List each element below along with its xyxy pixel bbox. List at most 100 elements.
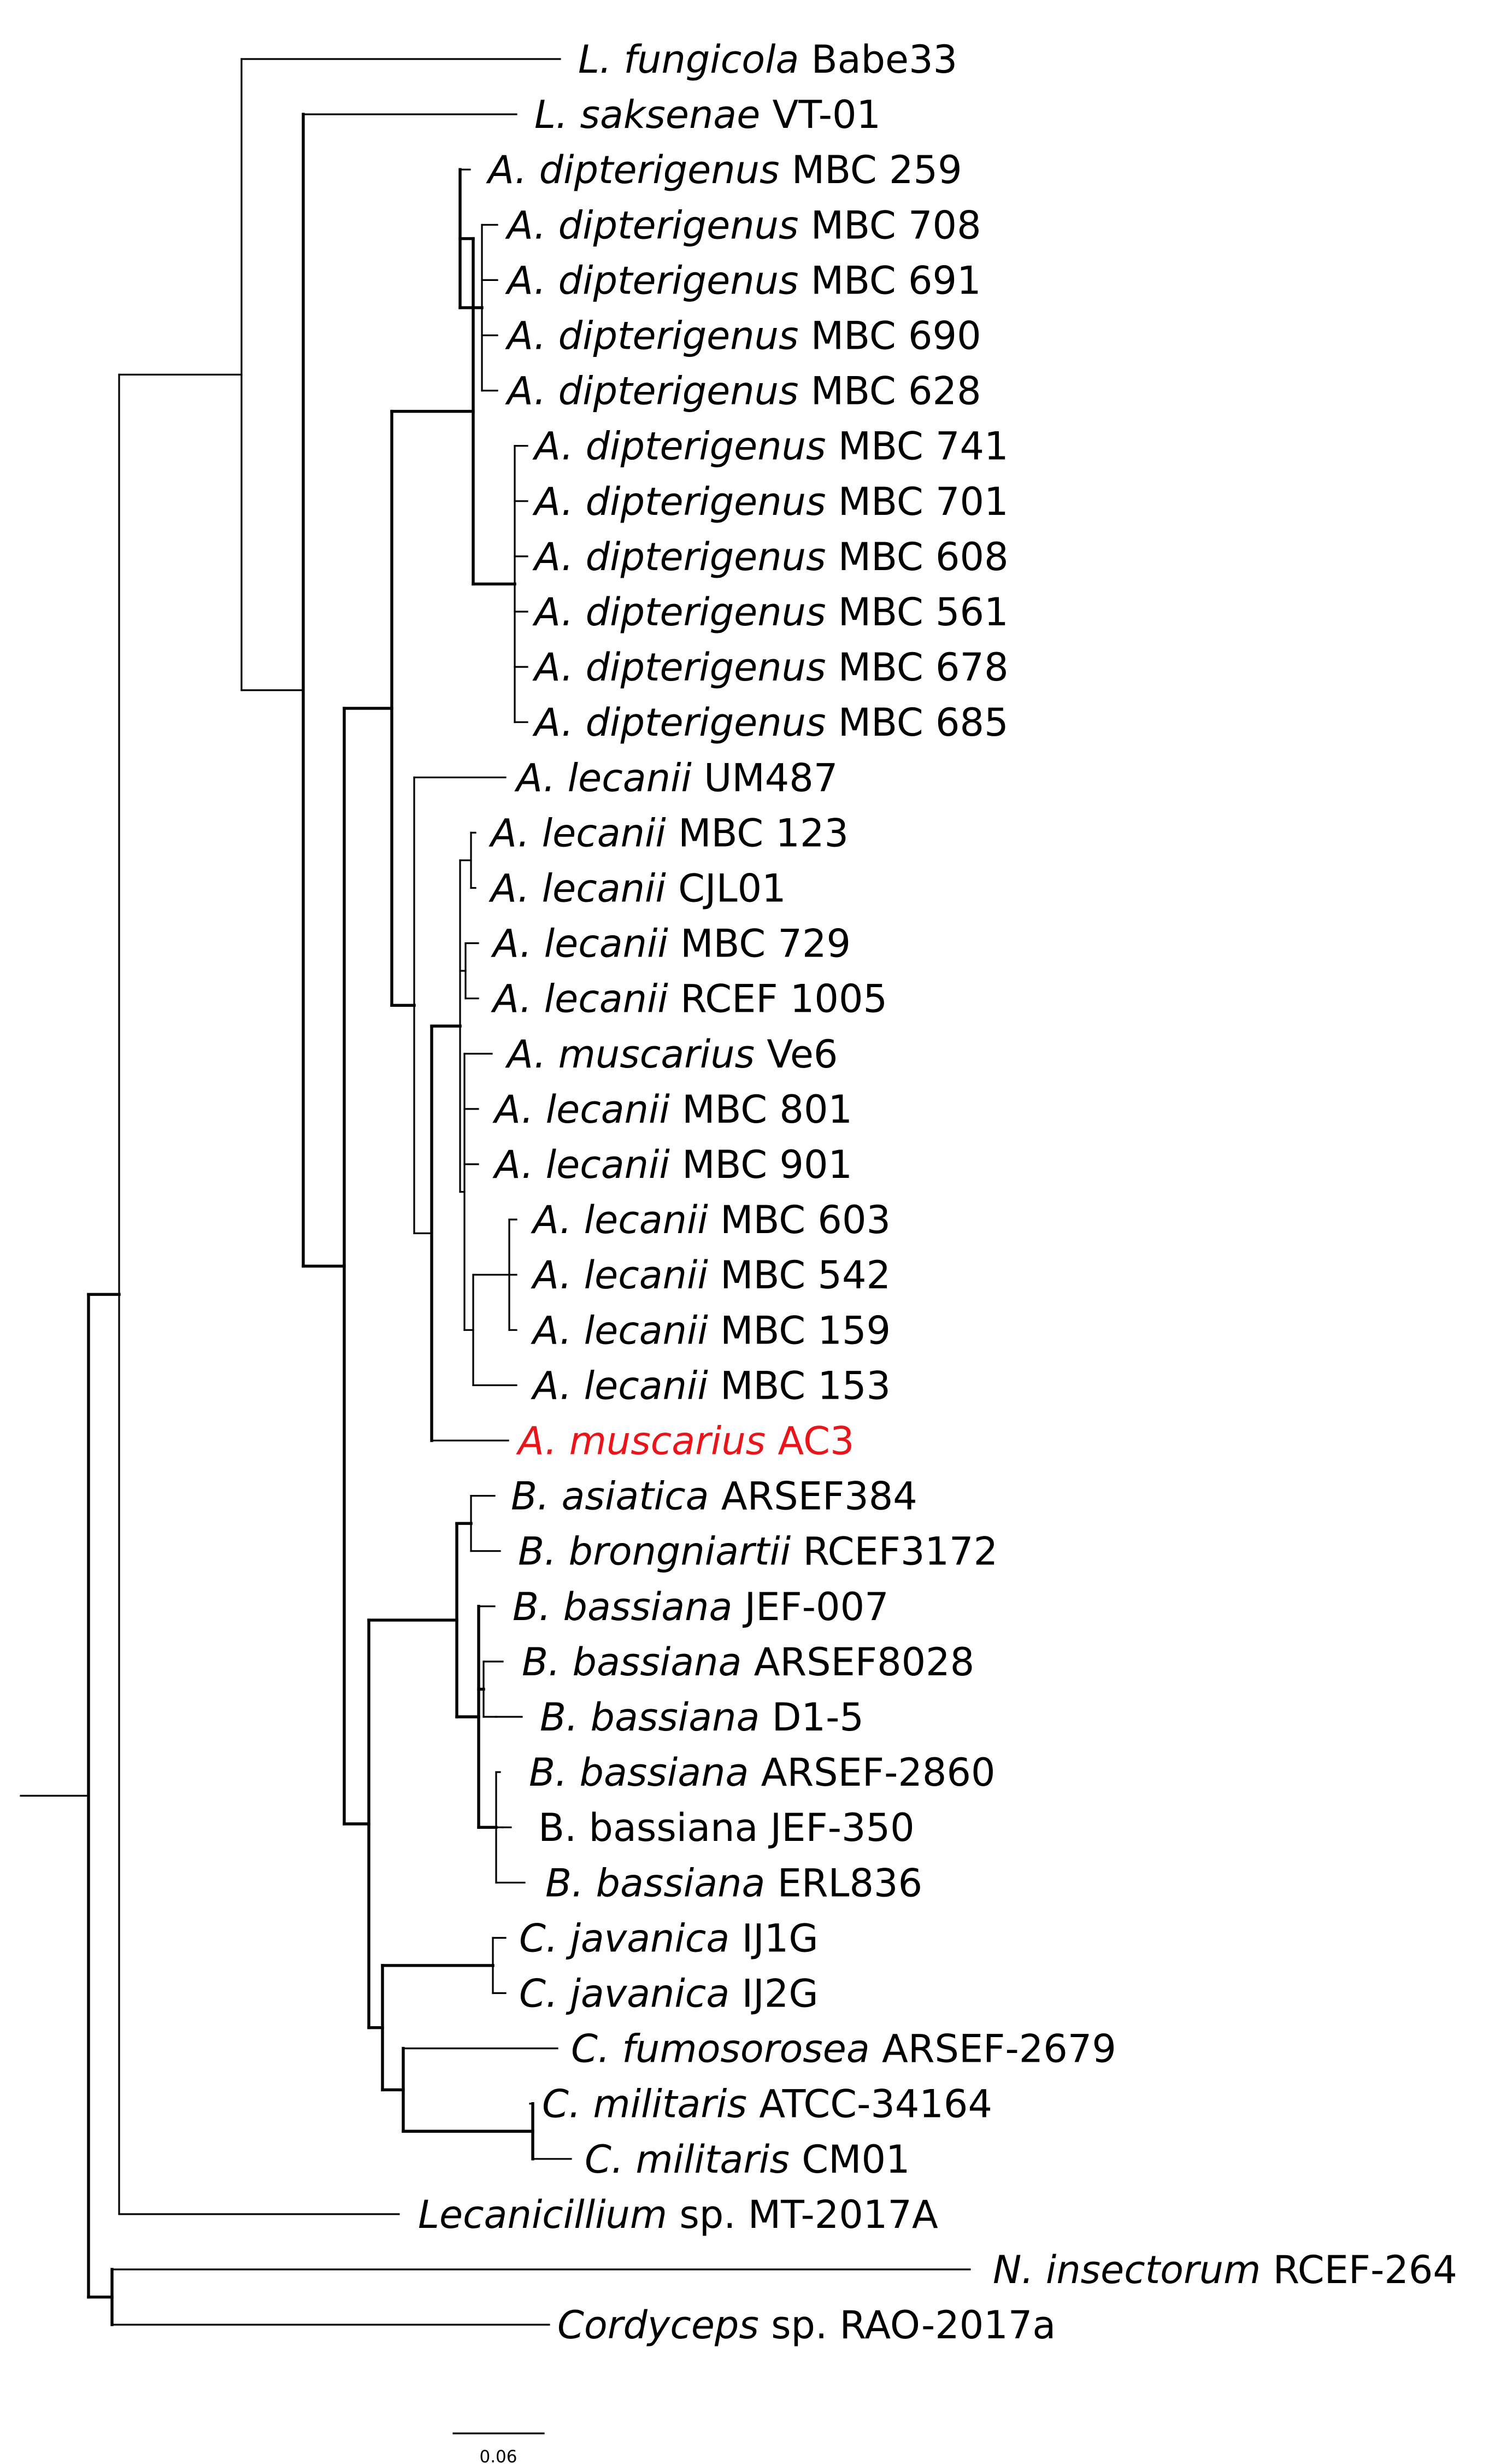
taxon-strain: MBC 691	[798, 258, 981, 303]
taxon-strain: MBC 259	[779, 148, 962, 192]
taxon-strain: JEF-350	[758, 1805, 914, 1850]
taxon-genus: B. bassiana	[540, 1695, 760, 1740]
taxon-genus: C. militaris	[542, 2082, 747, 2127]
taxon-genus: A. dipterigenus	[532, 535, 826, 579]
taxon-strain: MBC 901	[670, 1142, 852, 1187]
taxon-label: C. militaris CM01	[585, 2137, 910, 2182]
taxon-genus: A. lecanii	[491, 977, 668, 1022]
taxon-label: A. dipterigenus MBC 561	[532, 590, 1009, 635]
taxon-genus: A. lecanii	[488, 811, 666, 855]
taxon-strain: MBC 153	[708, 1363, 891, 1408]
taxon-genus: C. javanica	[519, 1916, 729, 1961]
taxon-genus: L. saksenae	[534, 92, 760, 137]
taxon-strain: MBC 628	[798, 369, 981, 414]
taxon-genus: A. dipterigenus	[532, 479, 826, 524]
taxon-genus: B. brongniartii	[518, 1529, 791, 1574]
taxon-genus: A. lecanii	[491, 922, 668, 966]
taxon-label: A. lecanii MBC 801	[492, 1087, 852, 1132]
taxon-genus: A. lecanii	[492, 1142, 670, 1187]
taxon-strain: MBC 701	[826, 479, 1008, 524]
taxon-label: A. dipterigenus MBC 259	[486, 148, 962, 192]
taxon-label: B. asiatica ARSEF384	[511, 1474, 917, 1519]
taxon-genus: A. lecanii	[531, 1198, 708, 1242]
taxon-genus: A. dipterigenus	[532, 424, 826, 469]
taxon-strain: ARSEF-2679	[870, 2027, 1116, 2072]
taxon-label: A. dipterigenus MBC 691	[505, 258, 981, 303]
taxon-genus: A. dipterigenus	[532, 700, 826, 745]
taxon-label: A. lecanii MBC 153	[531, 1363, 891, 1408]
taxon-genus: B. bassiana	[513, 1585, 732, 1629]
taxon-label: A. lecanii RCEF 1005	[491, 977, 887, 1022]
taxon-labels: L. fungicola Babe33 L. saksenae VT-01 A. d…	[418, 37, 1457, 2348]
taxon-genus: B. bassiana	[522, 1640, 741, 1685]
taxon-label: A. dipterigenus MBC 678	[532, 645, 1009, 690]
taxon-genus: A. lecanii	[492, 1087, 670, 1132]
taxon-strain: Babe33	[799, 37, 957, 82]
taxon-genus: A. muscarius	[516, 1419, 766, 1464]
taxon-genus: Lecanicillium	[418, 2192, 667, 2237]
taxon-genus: A. lecanii	[531, 1253, 708, 1298]
taxon-genus: C. javanica	[519, 1972, 729, 2016]
taxon-label: B. brongniartii RCEF3172	[518, 1529, 998, 1574]
taxon-label: A. dipterigenus MBC 685	[532, 700, 1009, 745]
taxon-label: C. militaris ATCC-34164	[542, 2082, 992, 2127]
taxon-strain: sp. MT-2017A	[667, 2192, 938, 2237]
taxon-strain: MBC 729	[668, 922, 851, 966]
taxon-strain: VT-01	[760, 92, 881, 137]
taxon-label: N. insectorum RCEF-264	[993, 2248, 1457, 2292]
taxon-genus: N. insectorum	[993, 2248, 1261, 2292]
taxon-strain: MBC 678	[826, 645, 1008, 690]
taxon-strain: MBC 603	[708, 1198, 891, 1242]
taxon-label: B. bassiana D1-5	[540, 1695, 864, 1740]
taxon-strain: CJL01	[666, 866, 786, 911]
taxon-label: C. javanica IJ1G	[519, 1916, 819, 1961]
taxon-label: A. muscarius AC3	[516, 1419, 854, 1464]
taxon-label: A. lecanii CJL01	[488, 866, 786, 911]
taxon-strain: MBC 801	[670, 1087, 852, 1132]
taxon-label: A. dipterigenus MBC 701	[532, 479, 1009, 524]
taxon-strain: IJ2G	[729, 1972, 818, 2016]
taxon-label: A. lecanii MBC 729	[491, 922, 851, 966]
taxon-label: C. fumosorosea ARSEF-2679	[571, 2027, 1116, 2072]
taxon-genus: A. muscarius	[505, 1032, 755, 1077]
taxon-genus: B. bassiana	[529, 1750, 749, 1795]
taxon-strain: D1-5	[760, 1695, 863, 1740]
taxon-strain: MBC 159	[708, 1308, 891, 1353]
taxon-genus: A. lecanii	[531, 1308, 708, 1353]
taxon-genus: C. militaris	[585, 2137, 790, 2182]
taxon-genus: A. dipterigenus	[505, 258, 798, 303]
taxon-label: B. bassiana JEF-007	[513, 1585, 889, 1629]
taxon-genus: L. fungicola	[578, 37, 799, 82]
taxon-strain: ARSEF384	[709, 1474, 917, 1519]
taxon-label: A. dipterigenus MBC 628	[505, 369, 981, 414]
taxon-strain: IJ1G	[729, 1916, 818, 1961]
taxon-label: A. dipterigenus MBC 708	[505, 203, 981, 248]
taxon-label: A. lecanii MBC 159	[531, 1308, 891, 1353]
taxon-genus: A. dipterigenus	[532, 645, 826, 690]
taxon-label: L. fungicola Babe33	[578, 37, 957, 82]
taxon-label: B. bassiana ARSEF8028	[522, 1640, 974, 1685]
taxon-strain: MBC 561	[826, 590, 1008, 635]
taxon-label: A. lecanii MBC 901	[492, 1142, 852, 1187]
taxon-strain: ERL836	[765, 1861, 922, 1905]
taxon-strain: MBC 542	[708, 1253, 891, 1298]
taxon-label: B. bassiana ERL836	[545, 1861, 922, 1905]
taxon-genus: B. asiatica	[511, 1474, 709, 1519]
taxon-label: B. bassiana ARSEF-2860	[529, 1750, 996, 1795]
taxon-label: A. dipterigenus MBC 690	[505, 314, 981, 359]
taxon-strain: Ve6	[755, 1032, 838, 1077]
taxon-label: A. lecanii MBC 123	[488, 811, 849, 855]
taxon-genus: A. lecanii	[531, 1363, 708, 1408]
taxon-label: C. javanica IJ2G	[519, 1972, 819, 2016]
taxon-genus: A. dipterigenus	[505, 203, 798, 248]
taxon-strain: ARSEF-2860	[749, 1750, 995, 1795]
taxon-strain: ATCC-34164	[747, 2082, 992, 2127]
taxon-label: B. bassiana JEF-350	[538, 1805, 915, 1850]
taxon-strain: MBC 685	[826, 700, 1008, 745]
taxon-label: A. lecanii UM487	[514, 755, 838, 800]
taxon-genus: A. lecanii	[488, 866, 666, 911]
taxon-label: L. saksenae VT-01	[534, 92, 881, 137]
taxon-label: Lecanicillium sp. MT-2017A	[418, 2192, 938, 2237]
